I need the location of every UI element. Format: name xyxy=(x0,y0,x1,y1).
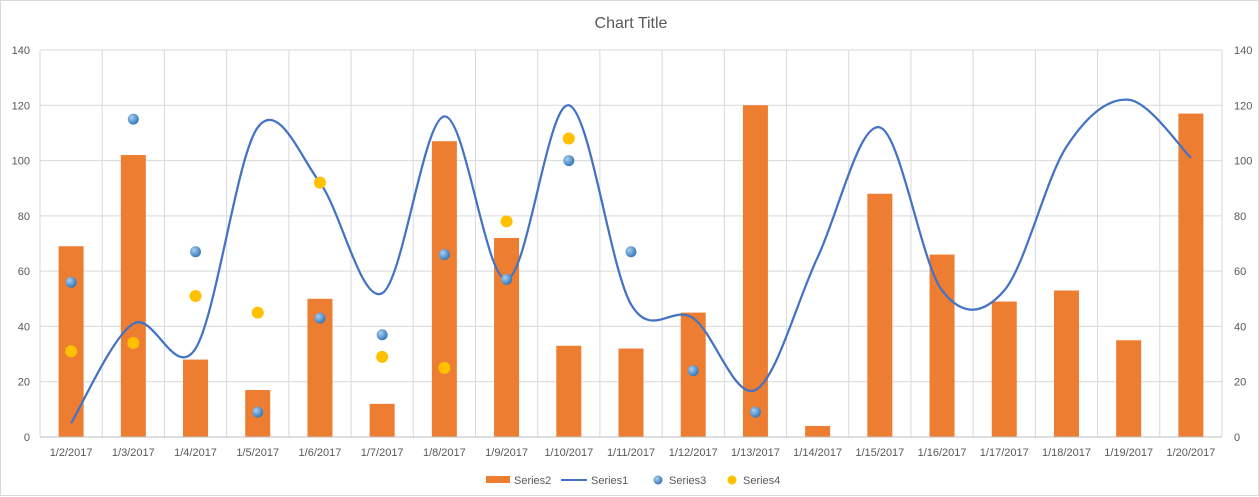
x-tick-label: 1/6/2017 xyxy=(299,447,342,459)
legend-label: Series4 xyxy=(743,475,780,487)
secondary-y-tick-label: 0 xyxy=(1234,432,1240,444)
series1-line xyxy=(70,98,1192,424)
y-tick-label: 140 xyxy=(12,45,30,57)
x-tick-label: 1/3/2017 xyxy=(112,447,155,459)
series2-bar xyxy=(929,254,955,437)
secondary-y-tick-label: 140 xyxy=(1234,45,1252,57)
axes: 0 20 40 60 80 100 120 140 0 20 40 60 80 100 120 140 1/2/… xyxy=(12,45,1253,459)
x-tick-label: 1/11/2017 xyxy=(607,447,655,459)
series4-point xyxy=(251,306,264,319)
series4-point xyxy=(500,215,513,228)
series2-bar xyxy=(618,348,644,437)
x-tick-label: 1/8/2017 xyxy=(423,447,466,459)
series3-point xyxy=(749,406,761,418)
x-tick-label: 1/13/2017 xyxy=(731,447,780,459)
y-tick-label: 120 xyxy=(12,100,30,112)
legend: Series2 Series1 Series3 Series4 xyxy=(486,475,780,487)
x-tick-label: 1/9/2017 xyxy=(485,447,528,459)
x-tick-label: 1/16/2017 xyxy=(918,447,967,459)
series2-bar xyxy=(120,155,146,438)
series3-point xyxy=(252,406,264,418)
series3-point xyxy=(314,312,326,324)
x-tick-label: 1/15/2017 xyxy=(855,447,904,459)
x-tick-label: 1/10/2017 xyxy=(544,447,593,459)
series3-point xyxy=(127,113,139,125)
secondary-y-tick-label: 120 xyxy=(1234,100,1252,112)
y-tick-label: 100 xyxy=(12,156,30,168)
series4-point xyxy=(562,132,575,145)
series4-point xyxy=(438,361,451,374)
y-tick-label: 60 xyxy=(18,266,30,278)
series2-bar xyxy=(1178,113,1204,437)
series3-points xyxy=(65,113,761,418)
series4-point xyxy=(65,345,78,358)
series3-point xyxy=(65,276,77,288)
series1-line-path xyxy=(70,98,1192,424)
gridlines xyxy=(39,49,1223,437)
series4-point xyxy=(189,290,202,303)
series2-bar xyxy=(431,141,457,437)
secondary-y-tick-label: 80 xyxy=(1234,211,1246,223)
secondary-y-tick-label: 100 xyxy=(1234,156,1252,168)
chart-title: Chart Title xyxy=(595,15,668,32)
y-tick-label: 80 xyxy=(18,211,30,223)
series3-point xyxy=(625,246,637,258)
series2-bar xyxy=(742,105,768,438)
series2-bar xyxy=(867,193,893,437)
y-tick-label: 0 xyxy=(24,432,30,444)
secondary-y-tick-label: 60 xyxy=(1234,266,1246,278)
legend-swatch-series4 xyxy=(727,475,737,485)
y-tick-label: 20 xyxy=(18,377,30,389)
series2-bar xyxy=(1116,340,1142,437)
x-tick-label: 1/20/2017 xyxy=(1166,447,1215,459)
x-tick-label: 1/2/2017 xyxy=(50,447,93,459)
y-tick-label: 40 xyxy=(18,321,30,333)
series4-points xyxy=(65,132,575,374)
legend-label: Series2 xyxy=(514,475,551,487)
series4-point xyxy=(376,350,389,363)
series2-bar xyxy=(183,359,209,437)
series3-point xyxy=(563,155,575,167)
secondary-y-tick-label: 20 xyxy=(1234,377,1246,389)
x-tick-label: 1/4/2017 xyxy=(174,447,217,459)
series2-bar xyxy=(369,403,395,437)
series3-point xyxy=(376,329,388,341)
x-tick-label: 1/14/2017 xyxy=(793,447,842,459)
series4-point xyxy=(313,176,326,189)
series4-point xyxy=(127,337,140,350)
series3-point xyxy=(190,246,202,258)
x-tick-label: 1/7/2017 xyxy=(361,447,404,459)
series3-point xyxy=(501,273,513,285)
series2-bar xyxy=(805,425,831,437)
x-tick-label: 1/17/2017 xyxy=(980,447,1029,459)
legend-label: Series3 xyxy=(669,475,706,487)
series3-point xyxy=(687,365,699,377)
legend-swatch-series3 xyxy=(653,475,663,485)
x-tick-label: 1/19/2017 xyxy=(1104,447,1153,459)
x-tick-label: 1/12/2017 xyxy=(669,447,718,459)
legend-swatch-series2 xyxy=(486,476,510,483)
series2-bars xyxy=(58,105,1204,438)
x-tick-label: 1/18/2017 xyxy=(1042,447,1091,459)
series2-bar xyxy=(991,301,1017,437)
series2-bar xyxy=(1053,290,1079,437)
secondary-y-tick-label: 40 xyxy=(1234,321,1246,333)
x-tick-label: 1/5/2017 xyxy=(236,447,279,459)
series3-point xyxy=(438,249,450,261)
legend-label: Series1 xyxy=(591,475,628,487)
series2-bar xyxy=(556,345,582,437)
